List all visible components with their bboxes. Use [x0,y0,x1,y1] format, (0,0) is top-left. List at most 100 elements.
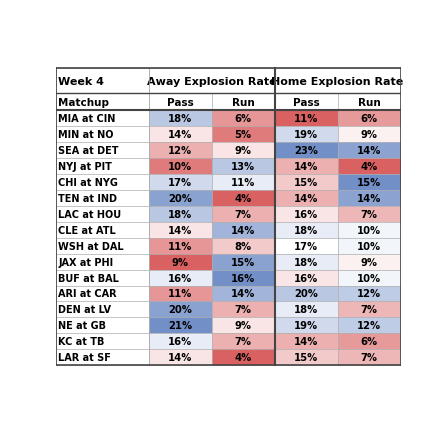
Text: 19%: 19% [294,130,318,140]
Bar [275,318,338,334]
Bar [275,143,338,159]
Bar [338,175,400,190]
Text: 4%: 4% [235,194,252,203]
Text: Week 4: Week 4 [58,77,105,86]
Bar [275,222,338,238]
Text: 14%: 14% [168,352,192,362]
Text: 11%: 11% [168,241,192,251]
Text: 18%: 18% [294,305,318,315]
Bar [149,302,212,318]
Bar [338,127,400,143]
Text: 10%: 10% [357,273,381,283]
Text: 18%: 18% [168,114,192,124]
Bar [338,190,400,206]
Bar [212,206,275,222]
Bar [212,270,275,286]
Bar [338,286,400,302]
Text: 16%: 16% [168,273,192,283]
Bar [56,254,149,270]
Text: MIN at NO: MIN at NO [58,130,114,140]
Text: JAX at PHI: JAX at PHI [58,257,113,267]
Text: 14%: 14% [294,337,318,347]
Bar [212,143,275,159]
Text: 16%: 16% [294,209,318,219]
Text: NYJ at PIT: NYJ at PIT [58,162,112,172]
Bar [56,238,149,254]
Text: ARI at CAR: ARI at CAR [58,289,117,299]
Bar [338,111,400,127]
Text: 15%: 15% [294,352,318,362]
Text: Pass: Pass [293,98,320,108]
Text: 5%: 5% [235,130,252,140]
Bar [149,238,212,254]
Text: 16%: 16% [231,273,255,283]
Text: 8%: 8% [235,241,252,251]
Bar [56,94,149,111]
Bar [212,111,275,127]
Bar [338,302,400,318]
Bar [212,302,275,318]
Text: 9%: 9% [172,257,189,267]
Text: 14%: 14% [168,130,192,140]
Text: 18%: 18% [294,225,318,235]
Bar [149,254,212,270]
Text: 11%: 11% [168,289,192,299]
Bar [338,94,400,111]
Bar [149,69,275,94]
Bar [149,350,212,366]
Text: 11%: 11% [294,114,318,124]
Text: 7%: 7% [235,337,252,347]
Bar [275,190,338,206]
Text: MIA at CIN: MIA at CIN [58,114,116,124]
Text: 14%: 14% [168,225,192,235]
Bar [338,222,400,238]
Bar [275,254,338,270]
Bar [149,159,212,175]
Text: 7%: 7% [360,305,377,315]
Bar [56,206,149,222]
Bar [149,190,212,206]
Bar [149,206,212,222]
Bar [56,190,149,206]
Bar [275,127,338,143]
Text: 9%: 9% [235,146,252,156]
Bar [56,175,149,190]
Bar [56,143,149,159]
Text: 6%: 6% [360,114,378,124]
Bar [212,94,275,111]
Text: 7%: 7% [360,352,377,362]
Bar [56,302,149,318]
Bar [275,206,338,222]
Bar [212,350,275,366]
Text: 6%: 6% [235,114,252,124]
Text: 16%: 16% [168,337,192,347]
Text: LAC at HOU: LAC at HOU [58,209,121,219]
Bar [275,350,338,366]
Text: 15%: 15% [357,178,381,187]
Text: CHI at NYG: CHI at NYG [58,178,118,187]
Text: 10%: 10% [357,225,381,235]
Bar [338,143,400,159]
Text: WSH at DAL: WSH at DAL [58,241,124,251]
Text: 12%: 12% [357,321,381,331]
Text: 13%: 13% [231,162,255,172]
Text: 4%: 4% [235,352,252,362]
Text: 20%: 20% [168,305,192,315]
Text: 23%: 23% [294,146,318,156]
Bar [149,270,212,286]
Text: 6%: 6% [360,337,378,347]
Bar [149,127,212,143]
Bar [275,270,338,286]
Text: Away Explosion Rate: Away Explosion Rate [147,77,276,86]
Text: TEN at IND: TEN at IND [58,194,117,203]
Text: 10%: 10% [357,241,381,251]
Bar [56,69,149,94]
Text: DEN at LV: DEN at LV [58,305,111,315]
Text: 14%: 14% [294,194,318,203]
Bar [149,94,212,111]
Text: 18%: 18% [168,209,192,219]
Text: KC at TB: KC at TB [58,337,105,347]
Bar [212,254,275,270]
Text: Home Explosion Rate: Home Explosion Rate [271,77,404,86]
Bar [275,238,338,254]
